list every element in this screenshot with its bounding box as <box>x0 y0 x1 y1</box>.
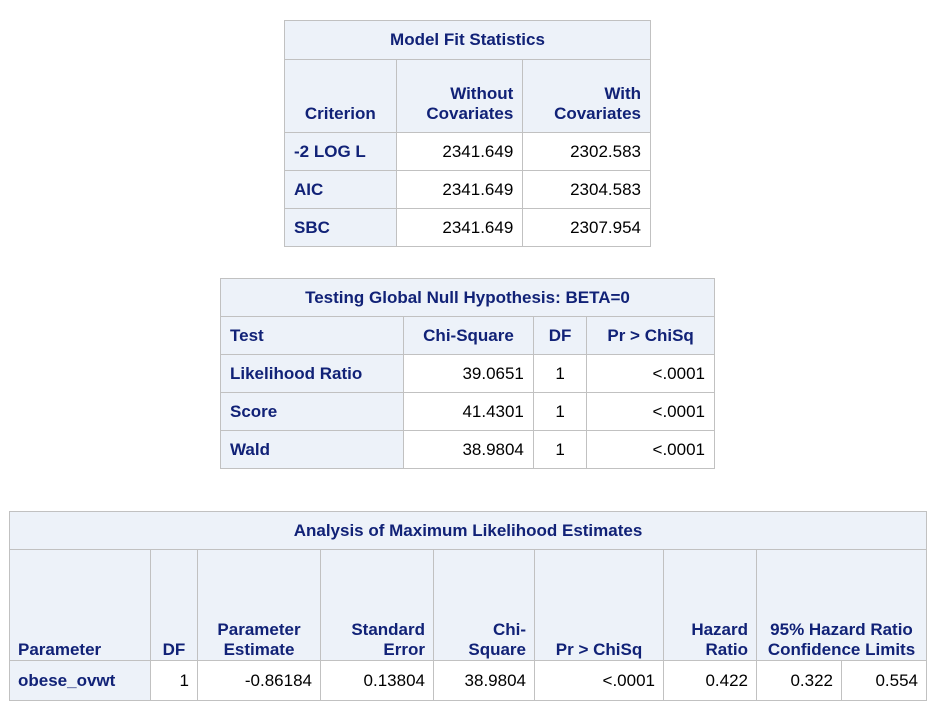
mle-title: Analysis of Maximum Likelihood Estimates <box>9 511 927 550</box>
cell-value: 1 <box>150 660 198 701</box>
cell-value: 41.4301 <box>403 392 534 431</box>
cell-value: <.0001 <box>534 660 664 701</box>
cell-value: 2302.583 <box>522 132 651 171</box>
global-null-hypothesis-table: Testing Global Null Hypothesis: BETA=0 T… <box>219 278 715 469</box>
test-header: Test <box>219 316 405 355</box>
cell-value: 1 <box>532 430 588 469</box>
hazard-ratio-header: Hazard Ratio <box>663 549 757 661</box>
cell-value: 2341.649 <box>395 208 524 247</box>
row-header: SBC <box>284 208 397 247</box>
cell-value: 39.0651 <box>403 354 534 393</box>
row-header: Wald <box>219 430 405 469</box>
global-null-title: Testing Global Null Hypothesis: BETA=0 <box>220 278 715 317</box>
table-row: SBC 2341.649 2307.954 <box>284 208 651 247</box>
cell-value: 38.9804 <box>433 660 535 701</box>
row-header: AIC <box>284 170 397 209</box>
cell-value: 2304.583 <box>522 170 651 209</box>
cell-value: <.0001 <box>586 354 715 393</box>
max-likelihood-estimates-table: Analysis of Maximum Likelihood Estimates… <box>9 511 927 701</box>
lower-limit-value: 0.322 <box>756 660 842 701</box>
cell-value: 2341.649 <box>395 170 524 209</box>
without-covariates-header: Without Covariates <box>395 59 524 133</box>
cell-value: 2307.954 <box>522 208 651 247</box>
chi-square-header: Chi-Square <box>433 549 535 661</box>
standard-error-header: Standard Error <box>320 549 434 661</box>
table-row: obese_ovwt 1 -0.86184 0.13804 38.9804 <.… <box>9 660 927 701</box>
table-row: Likelihood Ratio 39.0651 1 <.0001 <box>219 354 715 393</box>
upper-limit-value: 0.554 <box>841 660 927 701</box>
table-row: Wald 38.9804 1 <.0001 <box>219 430 715 469</box>
p-value-header: Pr > ChiSq <box>586 316 715 355</box>
table-row: Score 41.4301 1 <.0001 <box>219 392 715 431</box>
cell-value: 38.9804 <box>403 430 534 469</box>
row-header: Score <box>219 392 405 431</box>
row-header: obese_ovwt <box>9 660 151 701</box>
parameter-estimate-header: Parameter Estimate <box>197 549 321 661</box>
confidence-limits-header: 95% Hazard Ratio Confidence Limits <box>756 549 927 661</box>
criterion-header: Criterion <box>284 59 397 133</box>
df-header: DF <box>150 549 198 661</box>
cell-value: 0.13804 <box>320 660 434 701</box>
cell-value: -0.86184 <box>197 660 321 701</box>
chi-square-header: Chi-Square <box>403 316 534 355</box>
model-fit-statistics-table: Model Fit Statistics Criterion Without C… <box>284 20 651 247</box>
cell-value: 2341.649 <box>395 132 524 171</box>
table-row: -2 LOG L 2341.649 2302.583 <box>284 132 651 171</box>
p-value-header: Pr > ChiSq <box>534 549 664 661</box>
df-header: DF <box>532 316 588 355</box>
row-header: Likelihood Ratio <box>219 354 405 393</box>
table-row: AIC 2341.649 2304.583 <box>284 170 651 209</box>
parameter-header: Parameter <box>9 549 151 661</box>
cell-value: <.0001 <box>586 430 715 469</box>
model-fit-title: Model Fit Statistics <box>284 20 651 60</box>
with-covariates-header: With Covariates <box>522 59 651 133</box>
cell-value: 1 <box>532 392 588 431</box>
cell-value: 1 <box>532 354 588 393</box>
row-header: -2 LOG L <box>284 132 397 171</box>
cell-value: 0.422 <box>663 660 757 701</box>
cell-value: <.0001 <box>586 392 715 431</box>
